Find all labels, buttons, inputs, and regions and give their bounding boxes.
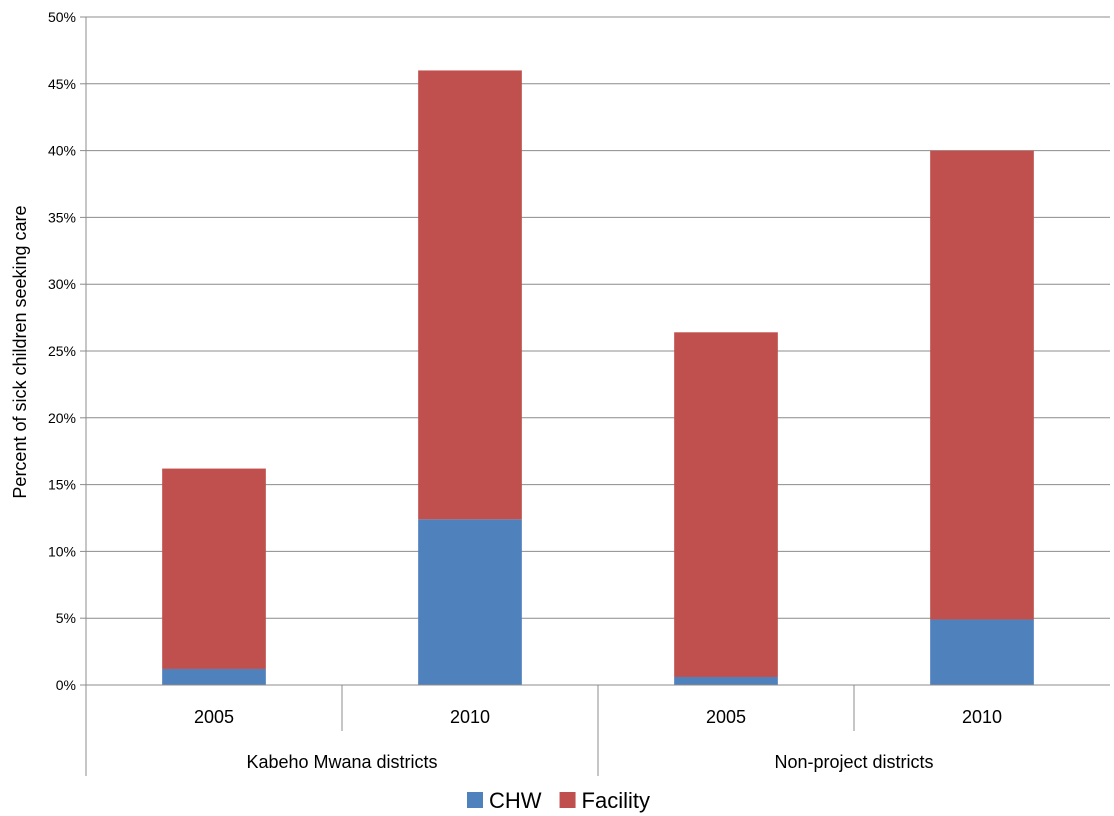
bar-facility-3	[930, 150, 1034, 620]
y-tick-label: 30%	[48, 276, 76, 292]
y-tick-label: 35%	[48, 209, 76, 225]
y-tick-label: 10%	[48, 543, 76, 559]
x-group-label: Kabeho Mwana districts	[246, 752, 437, 772]
x-category-label: 2010	[962, 707, 1002, 727]
x-category-labels: 2005 2010 2005 2010	[194, 707, 1002, 727]
y-tick-label: 50%	[48, 9, 76, 25]
x-group-label: Non-project districts	[774, 752, 933, 772]
y-tick-label: 40%	[48, 143, 76, 159]
bar-chw-3	[930, 619, 1034, 685]
bar-chw-0	[162, 668, 266, 685]
y-tick-label: 0%	[56, 677, 76, 693]
bar-facility-1	[418, 70, 522, 520]
legend-label-facility: Facility	[582, 788, 650, 813]
legend-label-chw: CHW	[489, 788, 542, 813]
y-tick-label: 20%	[48, 410, 76, 426]
bar-facility-0	[162, 468, 266, 669]
legend-swatch-chw	[467, 792, 483, 808]
x-category-label: 2010	[450, 707, 490, 727]
bar-facility-2	[674, 332, 778, 677]
bars	[162, 70, 1034, 685]
legend: CHW Facility	[467, 788, 650, 813]
y-tick-label: 15%	[48, 477, 76, 493]
bar-chw-2	[674, 676, 778, 685]
x-category-label: 2005	[706, 707, 746, 727]
y-tick-label: 25%	[48, 343, 76, 359]
x-category-label: 2005	[194, 707, 234, 727]
x-group-labels: Kabeho Mwana districts Non-project distri…	[246, 752, 933, 772]
bar-chw-1	[418, 519, 522, 685]
y-axis-title: Percent of sick children seeking care	[10, 205, 30, 498]
y-tick-labels: 0% 5% 10% 15% 20% 25% 30% 35% 40% 45% 50%	[48, 9, 76, 693]
y-tick-label: 45%	[48, 76, 76, 92]
legend-swatch-facility	[559, 792, 576, 808]
y-tick-label: 5%	[56, 610, 76, 626]
axes	[85, 17, 1110, 776]
